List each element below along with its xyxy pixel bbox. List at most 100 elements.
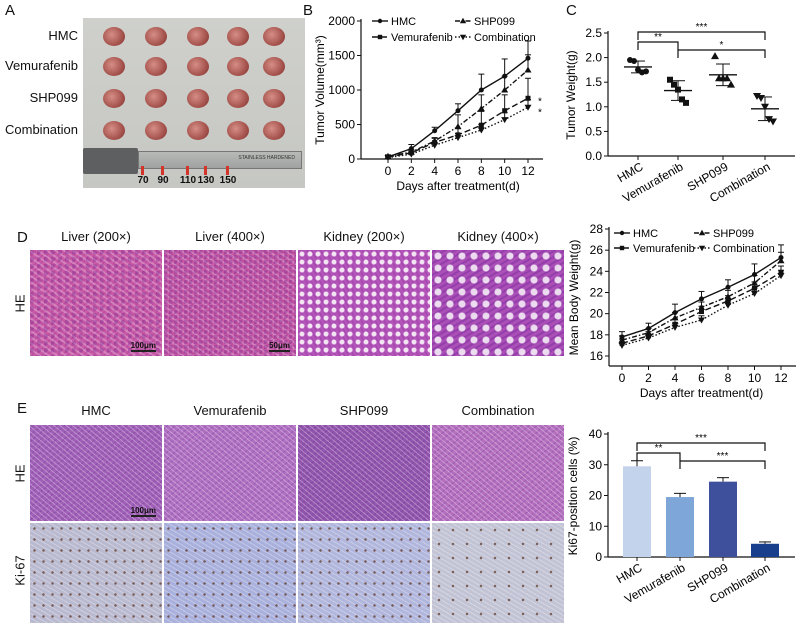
data-point [757, 94, 765, 102]
significance-annotation: * [538, 96, 542, 107]
data-point-shp099 [477, 105, 485, 112]
x-tick-label: 2 [408, 164, 415, 178]
micrograph-liver-200: 100μm [30, 250, 162, 356]
x-tick-label: 4 [431, 164, 438, 178]
data-point [723, 74, 731, 82]
data-point-combination [477, 127, 485, 134]
legend-marker [377, 18, 383, 24]
scale-bar: 100μm [130, 506, 156, 517]
micrograph-ki67-combination [432, 523, 564, 623]
tumor [103, 57, 125, 76]
data-point-vemurafenib [699, 309, 704, 315]
row-label-hmc: HMC [48, 28, 78, 43]
data-point-shp099 [777, 257, 785, 264]
data-point [753, 92, 761, 100]
data-point-shp099 [524, 66, 532, 73]
caliper-display [83, 148, 138, 174]
micrograph-kidney-400 [432, 250, 564, 356]
y-tick-label: 2.0 [585, 51, 602, 65]
bar-combination [751, 543, 779, 557]
tumor [187, 57, 209, 76]
x-tick-label: 6 [698, 371, 705, 385]
micrograph-liver-400: 50μm [164, 250, 296, 356]
significance-bracket [636, 442, 766, 451]
x-tick-label: HMC [614, 560, 645, 586]
micrograph-he-shp099 [298, 425, 430, 521]
data-point-combination [407, 151, 415, 158]
header-liver-400: Liver (400×) [195, 229, 265, 244]
x-tick-label: 0 [619, 371, 626, 385]
y-tick-label: 40 [589, 427, 603, 441]
y-tick-label: 500 [335, 118, 355, 132]
data-point [727, 80, 735, 88]
significance-label: * [720, 40, 724, 51]
y-tick-label: 0 [348, 152, 355, 166]
micrograph-kidney-200 [298, 250, 430, 356]
tumor [263, 27, 285, 46]
tumor [145, 57, 167, 76]
red-arrow-icon [141, 166, 144, 175]
legend-label: HMC [633, 228, 658, 240]
data-point-combination [431, 142, 439, 149]
data-point [769, 118, 777, 126]
y-tick-label: 1500 [328, 49, 355, 63]
legend-label: Combination [474, 32, 536, 44]
data-point-combination [777, 273, 785, 280]
y-axis-label: Ki67-position cells (%) [566, 437, 580, 556]
data-point-hmc [455, 108, 461, 114]
red-arrow-icon [204, 166, 207, 175]
tumor [145, 89, 167, 108]
data-point [671, 81, 677, 88]
data-point [667, 76, 673, 83]
y-tick-label: 28 [590, 222, 604, 236]
tumor [263, 57, 285, 76]
data-point-combination [698, 317, 705, 324]
data-point-combination [645, 335, 652, 342]
legend-marker [619, 245, 625, 251]
y-axis-label: Mean Body Weight(g) [567, 240, 581, 356]
y-tick-label: 30 [589, 458, 603, 472]
legend-label: Vemurafenib [633, 243, 695, 255]
significance-bracket [636, 452, 681, 461]
data-point-combination [524, 104, 532, 111]
header-hmc: HMC [81, 403, 111, 418]
panel-label-e: E [17, 400, 28, 417]
legend-label: Combination [713, 243, 775, 255]
significance-annotation: * [538, 107, 542, 118]
legend-label: HMC [391, 16, 416, 28]
ruler-mark-label: 150 [219, 175, 237, 186]
y-tick-label: 1.5 [585, 75, 602, 89]
panel-label-c: C [566, 2, 577, 19]
micrograph-ki67-shp099 [298, 523, 430, 623]
y-tick-label: 26 [590, 243, 604, 257]
x-tick-label: 6 [455, 164, 462, 178]
legend-marker [619, 230, 625, 236]
bar-vemurafenib [666, 497, 694, 557]
data-point [683, 99, 689, 106]
y-tick-label: 1000 [328, 83, 355, 97]
red-arrow-icon [186, 166, 189, 175]
tumor [103, 121, 125, 140]
significance-label: ** [655, 443, 663, 454]
x-tick-label: 10 [498, 164, 512, 178]
ruler-mark-label: 90 [157, 175, 169, 186]
panel-label-b: B [303, 2, 314, 19]
y-tick-label: 2000 [328, 14, 355, 28]
y-tick-label: 18 [590, 328, 604, 342]
header-combination: Combination [461, 403, 535, 418]
header-liver-200: Liver (200×) [61, 229, 131, 244]
y-tick-label: 0.0 [585, 149, 602, 163]
micrograph-he-vemurafenib [164, 425, 296, 521]
data-point-shp099 [501, 86, 509, 93]
legend-label: SHP099 [474, 16, 515, 28]
data-point [711, 52, 719, 60]
tumor [227, 89, 249, 108]
data-point [679, 96, 685, 103]
tumor [227, 57, 249, 76]
significance-bracket [637, 31, 766, 40]
x-tick-label: 0 [385, 164, 392, 178]
data-point [643, 68, 649, 75]
y-tick-label: 20 [589, 489, 603, 503]
row-label-vemurafenib: Vemurafenib [5, 58, 78, 73]
